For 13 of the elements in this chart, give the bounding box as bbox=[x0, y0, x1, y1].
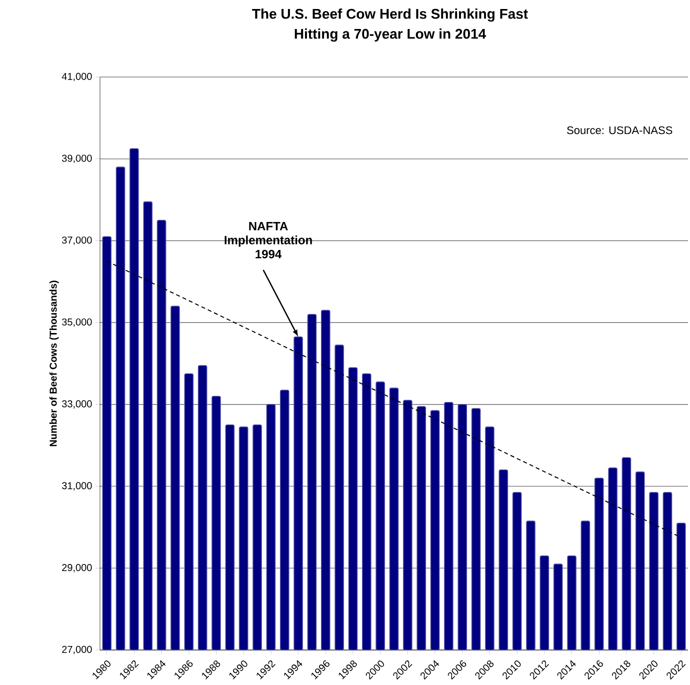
y-tick-label: 39,000 bbox=[62, 154, 92, 163]
y-tick-label: 31,000 bbox=[62, 482, 92, 490]
y-tick-label: 33,000 bbox=[62, 400, 92, 409]
annotation: Source: USDA-NASS bbox=[567, 126, 672, 134]
chart-title: The U.S. Beef Cow Herd Is Shrinking Fast bbox=[252, 8, 528, 22]
y-tick-label: 37,000 bbox=[62, 236, 92, 245]
y-tick-label: 29,000 bbox=[62, 564, 92, 572]
chart-subtitle: Hitting a 70-year Low in 2014 bbox=[294, 28, 486, 42]
y-axis-title: Number of Beef Cows (Thousands) bbox=[49, 280, 59, 446]
annotation: NAFTA Implementation 1994 bbox=[224, 222, 312, 258]
y-tick-label: 27,000 bbox=[62, 646, 92, 654]
y-tick-label: 41,000 bbox=[62, 72, 92, 82]
y-tick-label: 35,000 bbox=[62, 318, 92, 327]
